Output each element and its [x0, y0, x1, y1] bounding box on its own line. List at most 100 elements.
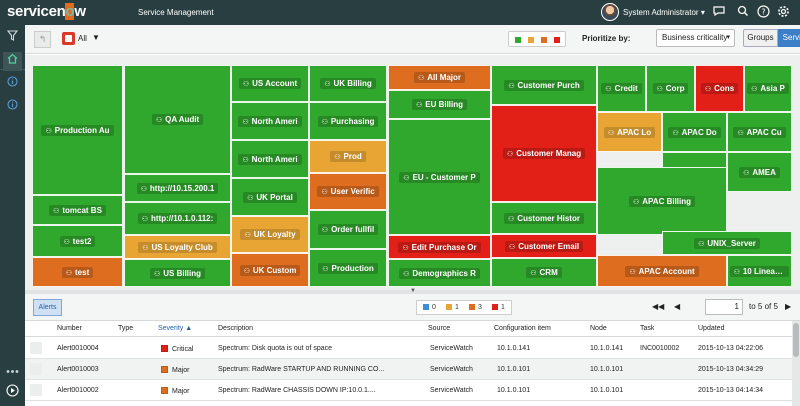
cell-task[interactable]: INC0010002 [640, 345, 680, 352]
column-type[interactable]: Type [118, 325, 134, 332]
service-tile[interactable]: ⚇ EU - Customer P [388, 119, 491, 235]
hierarchy-icon: ⚇ [751, 86, 758, 93]
service-tile[interactable]: ⚇ UK Billing [309, 65, 387, 102]
services-button[interactable]: Services [778, 29, 800, 47]
servicenow-logo[interactable]: servicenow [7, 3, 86, 20]
cell-number[interactable]: Alert0010002 [57, 387, 99, 394]
chevron-down-icon[interactable]: ▼ [92, 33, 100, 42]
service-tile[interactable]: ⚇ Cons [695, 65, 744, 112]
info-icon[interactable] [3, 98, 22, 117]
severity-count-chip[interactable]: 1 [446, 304, 459, 311]
row-selector[interactable] [30, 384, 42, 396]
service-tile[interactable]: ⚇ North Ameri [231, 102, 309, 140]
service-tile[interactable]: ⚇ US Loyalty Club [124, 235, 231, 259]
groups-button[interactable]: Groups [743, 29, 778, 47]
chevron-down-icon[interactable]: ▼ [410, 288, 416, 294]
service-tile[interactable]: ⚇ North Ameri [231, 140, 309, 178]
service-tile[interactable]: ⚇ APAC Cu [727, 112, 792, 152]
service-tile[interactable]: ⚇ CRM [491, 258, 597, 287]
service-tile[interactable]: ⚇ Order fullfil [309, 210, 387, 249]
service-tile[interactable]: ⚇ UK Portal [231, 178, 309, 216]
table-row[interactable]: Alert0010004 Critical Spectrum: Disk quota… [25, 338, 793, 359]
user-menu[interactable]: System Administrator ▾ [623, 8, 705, 17]
cell-number[interactable]: Alert0010003 [57, 366, 99, 373]
column-severity[interactable]: Severity ▲ [158, 325, 193, 332]
service-tile[interactable]: ⚇ APAC Account [597, 255, 727, 287]
back-arrow-icon[interactable]: ↰ [34, 31, 51, 48]
severity-count-chip[interactable]: 1 [492, 304, 505, 311]
service-tile[interactable]: ⚇ Customer Purch [491, 65, 597, 105]
service-tile[interactable]: ⚇ http://10.15.200.1 [124, 174, 231, 202]
cell-number[interactable]: Alert0010004 [57, 345, 99, 352]
service-tile[interactable]: ⚇ Production [309, 249, 387, 287]
service-tile[interactable]: ⚇ US Account [231, 65, 309, 102]
severity-count-chip[interactable]: 3 [469, 304, 482, 311]
service-tile[interactable]: ⚇ Demographics R [388, 259, 491, 287]
service-tile[interactable]: ⚇ Customer Histor [491, 202, 597, 234]
service-tile-label: ⚇ EU - Customer P [399, 171, 480, 183]
severity-count-chip[interactable]: 0 [423, 304, 436, 311]
service-tile[interactable]: ⚇ tomcat BS [32, 195, 123, 225]
prev-page-icon[interactable]: ◀ [674, 302, 681, 311]
service-tile-label: ⚇ UK Billing [320, 78, 376, 89]
avatar[interactable] [601, 3, 619, 21]
table-scrollbar[interactable] [792, 321, 800, 406]
service-tile[interactable]: ⚇ EU Billing [388, 90, 491, 119]
info-icon[interactable] [3, 75, 22, 94]
ellipsis-icon[interactable] [3, 362, 22, 381]
filter-list-icon[interactable] [62, 32, 75, 45]
service-tile[interactable]: ⚇ APAC Do [662, 112, 727, 152]
service-tile[interactable]: ⚇ 10 Linear Cis [727, 255, 792, 287]
filter-selector[interactable]: All [78, 34, 87, 43]
service-tile[interactable]: ⚇ All Major [388, 65, 491, 90]
column-description[interactable]: Description [218, 325, 254, 332]
column-source[interactable]: Source [428, 325, 451, 332]
service-tile[interactable]: ⚇ test [32, 257, 123, 287]
left-nav [0, 25, 25, 406]
service-tile[interactable]: ⚇ http://10.1.0.112: [124, 202, 231, 235]
column-updated[interactable]: Updated [698, 325, 725, 332]
search-icon[interactable] [736, 5, 750, 19]
column-configuration-item[interactable]: Configuration item [494, 325, 551, 332]
service-tile[interactable]: ⚇ Customer Manag [491, 105, 597, 202]
row-selector[interactable] [30, 342, 42, 354]
service-tile[interactable]: ⚇ Edit Purchase Or [388, 235, 491, 259]
service-tile[interactable]: ⚇ UNIX_Server [662, 231, 792, 255]
service-tile[interactable]: ⚇AMEA [727, 152, 792, 192]
service-tile[interactable]: ⚇ QA Audit [124, 65, 231, 174]
service-tile[interactable]: ⚇ test2 [32, 225, 123, 257]
filter-icon[interactable] [3, 29, 22, 48]
table-row[interactable]: Alert0010002 Major Spectrum: RadWare CHASS… [25, 380, 793, 401]
home-icon[interactable] [3, 52, 22, 71]
gear-icon[interactable] [776, 5, 790, 19]
service-tile[interactable]: ⚇ Prod [309, 140, 387, 173]
service-tile[interactable]: ⚇ Asia P [744, 65, 792, 112]
service-tile[interactable]: ⚇ US Billing [124, 259, 231, 287]
service-tile[interactable]: ⚇ User Verific [309, 173, 387, 210]
play-icon[interactable] [3, 384, 22, 403]
prioritize-select[interactable]: Business criticality ▾ [656, 29, 735, 47]
column-node[interactable]: Node [590, 325, 607, 332]
row-selector[interactable] [30, 363, 42, 375]
service-tile[interactable]: ⚇ Corp [646, 65, 695, 112]
column-number[interactable]: Number [57, 325, 82, 332]
column-task[interactable]: Task [640, 325, 655, 332]
service-tile[interactable]: ⚇ APAC Lo [597, 112, 662, 152]
service-tile[interactable]: ⚇ UK Loyalty [231, 216, 309, 253]
scrollbar-thumb[interactable] [793, 323, 799, 357]
service-tile[interactable]: ⚇ Customer Email [491, 234, 597, 258]
service-tile[interactable]: ⚇ Purchasing [309, 102, 387, 140]
resize-handle[interactable] [25, 290, 800, 294]
service-tile[interactable]: ⚇ Credit [597, 65, 646, 112]
chat-icon[interactable] [712, 5, 726, 19]
service-tile[interactable]: ⚇ APAC Billing [597, 167, 727, 235]
hierarchy-icon: ⚇ [743, 169, 750, 177]
service-tile[interactable]: ⚇ UK Custom [231, 253, 309, 287]
service-tile[interactable]: ⚇ Production Au [32, 65, 123, 195]
next-page-icon[interactable]: ▶ [785, 302, 792, 311]
table-row[interactable]: Alert0010003 Major Spectrum: RadWare START… [25, 359, 793, 380]
page-number-input[interactable]: 1 [705, 299, 743, 315]
help-icon[interactable]: ? [756, 5, 770, 19]
alerts-tab[interactable]: Alerts [33, 299, 62, 316]
first-page-icon[interactable]: ◀◀ [652, 302, 665, 311]
